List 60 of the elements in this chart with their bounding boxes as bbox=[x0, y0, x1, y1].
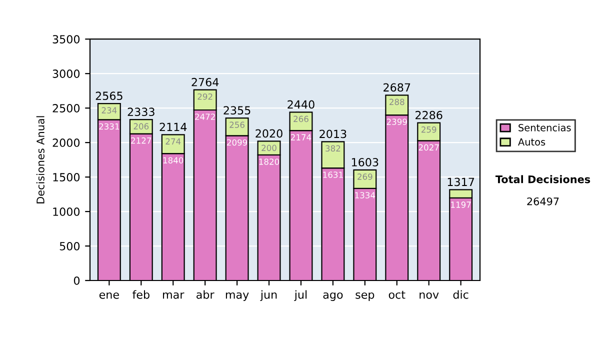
y-tick-label: 1000 bbox=[53, 208, 80, 216]
data-label: 292 bbox=[198, 93, 212, 100]
data-label: 1820 bbox=[259, 158, 280, 165]
total-label: 1603 bbox=[352, 158, 378, 166]
total-label: 2355 bbox=[224, 106, 250, 115]
text: Total Decisiones bbox=[495, 175, 590, 184]
data-label: 274 bbox=[166, 138, 181, 144]
data-label: 2027 bbox=[418, 144, 439, 151]
data-label: 2399 bbox=[386, 118, 407, 125]
total-label: 2565 bbox=[96, 92, 122, 100]
data-label: 1840 bbox=[163, 157, 184, 164]
data-label: 266 bbox=[294, 116, 308, 122]
data-label: 1197 bbox=[451, 202, 471, 208]
y-tick-label: 3000 bbox=[52, 70, 80, 78]
data-label: 259 bbox=[422, 126, 436, 133]
total-label: 2286 bbox=[416, 110, 442, 120]
total-label: 2013 bbox=[320, 130, 346, 138]
x-tick-label: nov bbox=[420, 292, 439, 299]
text: 26497 bbox=[527, 197, 559, 206]
total-label: 2440 bbox=[288, 100, 314, 109]
y-tick-label: 3500 bbox=[52, 35, 80, 44]
y-tick-label: 1500 bbox=[53, 173, 80, 182]
y-tick-label: 2000 bbox=[52, 138, 80, 147]
total-label: 2020 bbox=[256, 129, 282, 138]
data-label: 2127 bbox=[131, 137, 152, 144]
data-label: 1631 bbox=[323, 172, 343, 178]
data-label: 382 bbox=[326, 145, 340, 152]
x-tick-label: ago bbox=[323, 292, 343, 301]
total-label: 2114 bbox=[160, 122, 187, 132]
data-label: 1334 bbox=[355, 192, 376, 198]
y-tick-label: 0 bbox=[74, 276, 80, 285]
data-label: 200 bbox=[262, 144, 276, 152]
data-label: 2174 bbox=[290, 134, 312, 140]
data-label: 2099 bbox=[227, 139, 248, 146]
legend-label: Sentencias bbox=[518, 124, 571, 132]
data-label: 288 bbox=[390, 98, 404, 106]
x-tick-label: feb bbox=[132, 290, 150, 299]
x-tick-label: mar bbox=[163, 292, 184, 299]
total-label: 1317 bbox=[448, 178, 474, 186]
legend-label: Autos bbox=[518, 138, 546, 146]
data-label: 206 bbox=[134, 123, 149, 130]
total-label: 2764 bbox=[192, 78, 219, 86]
x-tick-label: jun bbox=[260, 290, 277, 301]
y-tick-label: 2500 bbox=[52, 104, 80, 112]
y-tick-label: 500 bbox=[60, 242, 80, 250]
total-label: 2333 bbox=[128, 108, 154, 116]
y-axis-title: Decisiones Anual bbox=[36, 116, 44, 204]
x-tick-label: oct bbox=[388, 290, 406, 299]
x-tick-label: sep bbox=[356, 292, 374, 301]
data-label: 234 bbox=[102, 107, 117, 114]
x-tick-label: may bbox=[226, 292, 249, 301]
data-label: 269 bbox=[358, 174, 372, 180]
x-tick-label: jul bbox=[294, 290, 307, 301]
total-label: 2687 bbox=[384, 83, 410, 92]
data-label: 256 bbox=[230, 122, 244, 128]
x-tick-label: ene bbox=[99, 292, 119, 299]
x-tick-label: abr bbox=[196, 290, 214, 299]
x-tick-label: dic bbox=[453, 290, 468, 299]
data-label: 2472 bbox=[195, 114, 215, 120]
data-label: 2331 bbox=[99, 123, 120, 130]
